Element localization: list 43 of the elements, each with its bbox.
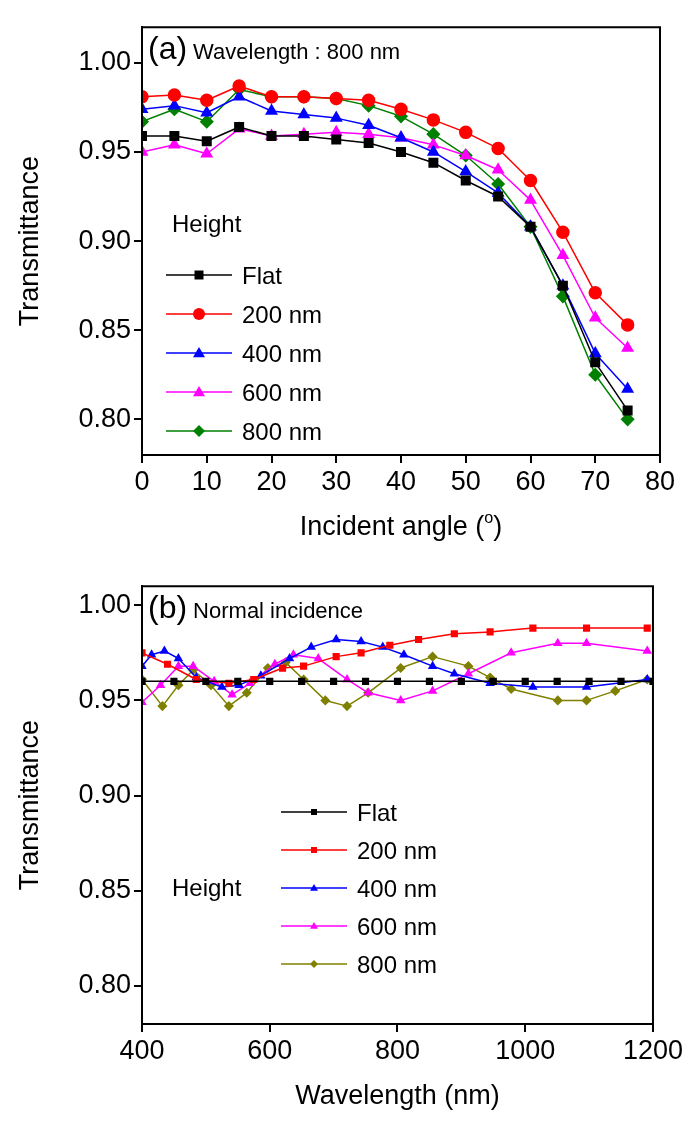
x-tick-label: 400 (119, 1034, 165, 1065)
legend-label: Flat (357, 799, 398, 826)
legend-label: 600 nm (242, 379, 323, 406)
annotation: Wavelength : 800 nm (193, 39, 401, 65)
x-tick-label: 60 (515, 465, 546, 496)
y-tick-label: 0.95 (78, 135, 131, 166)
x-tick-label: 10 (191, 465, 222, 496)
x-tick-label: 50 (450, 465, 481, 496)
legend-label: 600 nm (357, 913, 438, 940)
y-tick-label: 1.00 (78, 588, 131, 619)
x-tick-label: 80 (644, 465, 676, 496)
legend-label: 400 nm (242, 340, 323, 367)
x-tick-label: 800 (374, 1034, 421, 1065)
x-tick-label: 1000 (495, 1034, 556, 1065)
y-axis-title: Transmittance (14, 720, 44, 891)
legend-label: 400 nm (357, 875, 438, 902)
y-tick-label: 0.95 (78, 683, 131, 714)
annotation: (a) (148, 30, 188, 67)
legend-title: Height (172, 874, 242, 901)
y-tick-label: 0.85 (78, 874, 131, 905)
y-tick-label: 0.80 (78, 969, 131, 1000)
legend-label: 200 nm (357, 837, 438, 864)
annotation: Normal incidence (193, 598, 364, 624)
annotation: (b) (148, 589, 188, 626)
x-tick-label: 0 (134, 465, 150, 496)
legend-title: Height (172, 210, 242, 237)
x-tick-label: 1200 (622, 1034, 684, 1065)
y-axis-title: Transmittance (14, 156, 44, 327)
legend-label: 200 nm (242, 301, 323, 328)
y-tick-label: 0.85 (78, 313, 131, 344)
x-tick-label: 20 (256, 465, 287, 496)
x-axis-title: Wavelength (nm) (295, 1080, 500, 1110)
x-tick-label: 30 (321, 465, 352, 496)
y-tick-label: 1.00 (78, 46, 131, 77)
y-tick-label: 0.90 (78, 224, 131, 255)
legend-label: Flat (242, 262, 283, 289)
legend-label: 800 nm (242, 418, 323, 445)
y-tick-label: 0.80 (78, 402, 131, 433)
x-tick-label: 40 (385, 465, 417, 496)
legend-label: 800 nm (357, 951, 438, 978)
x-tick-label: 70 (580, 465, 611, 496)
x-tick-label: 600 (247, 1034, 293, 1065)
y-tick-label: 0.90 (78, 779, 131, 810)
